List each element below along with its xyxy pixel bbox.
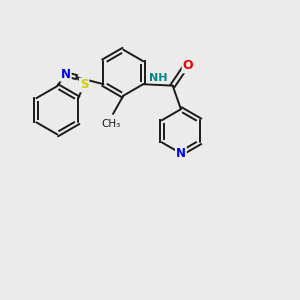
Text: N: N [176,147,186,160]
Text: S: S [80,78,88,92]
Text: N: N [61,68,71,81]
Text: NH: NH [149,73,167,83]
Text: O: O [183,59,193,72]
Text: CH₃: CH₃ [101,119,120,129]
